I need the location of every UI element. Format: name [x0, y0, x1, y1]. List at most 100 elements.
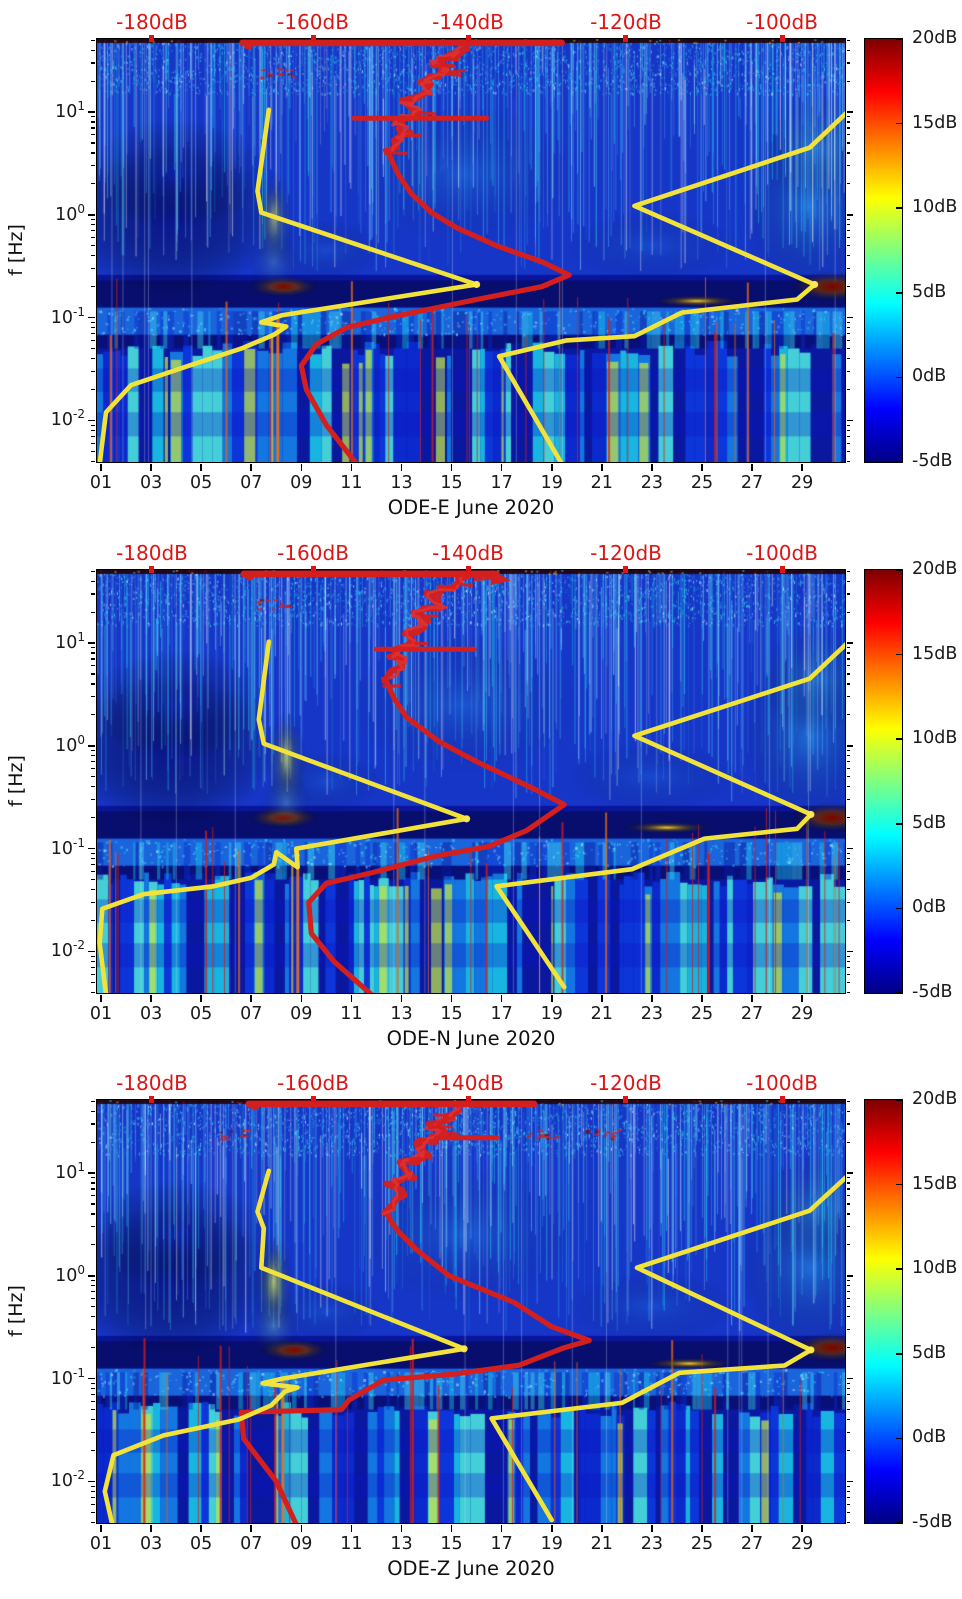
- y-minor-tick-right: [846, 1316, 850, 1318]
- y-minor-tick-left: [91, 1394, 95, 1396]
- y-minor-tick-left: [91, 1285, 95, 1287]
- top-axis-label: -120dB: [590, 10, 662, 34]
- y-minor-tick-right: [846, 450, 850, 452]
- x-tick-label: 23: [640, 473, 664, 493]
- colorbar-tick-label: 0dB: [912, 897, 947, 918]
- yellow-psd-right-curve: [488, 1174, 845, 1522]
- y-minor-tick-right: [846, 152, 850, 154]
- top-axis-tick: [310, 566, 316, 573]
- y-minor-tick-left: [91, 62, 95, 64]
- yellow-psd-left-curve: [97, 107, 479, 462]
- top-axis-tick: [623, 566, 629, 573]
- top-axis-label: -140dB: [432, 10, 504, 34]
- top-axis-label: -140dB: [432, 1071, 504, 1095]
- y-minor-tick-right: [846, 919, 850, 922]
- x-tick: [450, 1524, 453, 1532]
- x-tick-label: 27: [740, 473, 764, 493]
- y-tick-exponent: -1: [73, 835, 85, 850]
- y-minor-tick-right: [846, 429, 850, 431]
- x-tick: [500, 1524, 503, 1532]
- y-minor-tick-left: [91, 673, 95, 675]
- x-tick: [300, 463, 303, 471]
- y-minor-tick-right: [846, 230, 850, 232]
- y-minor-tick-left: [91, 1291, 95, 1293]
- x-tick: [350, 1524, 353, 1532]
- y-minor-tick-left: [91, 121, 95, 123]
- yellow-psd-right-curve: [493, 641, 845, 989]
- colorbar-tick-label: 15dB: [912, 1173, 958, 1194]
- yellow-curve-vertex-glow: [806, 810, 814, 818]
- y-minor-tick-right: [846, 165, 850, 167]
- top-axis-tick: [465, 566, 471, 573]
- y-minor-tick-right: [846, 593, 850, 595]
- y-minor-tick-left: [91, 1521, 95, 1523]
- y-minor-tick-left: [91, 348, 95, 350]
- y-minor-tick-right: [846, 358, 850, 360]
- x-tick: [250, 463, 253, 471]
- y-tick-exponent: -1: [73, 304, 85, 319]
- y-minor-tick-left: [91, 183, 95, 185]
- x-tick: [651, 463, 653, 471]
- y-minor-tick-left: [91, 1123, 95, 1125]
- colorbar-tick: [896, 38, 902, 40]
- y-major-tick-left: [88, 214, 95, 216]
- y-tick-base: 10: [55, 204, 78, 225]
- x-tick: [150, 463, 152, 471]
- colorbar-tick: [896, 653, 902, 656]
- colorbar-tick: [896, 1522, 902, 1524]
- top-axis-tick: [465, 1096, 471, 1103]
- colorbar-tick-label: 0dB: [912, 366, 947, 387]
- y-minor-tick-right: [846, 1382, 850, 1384]
- y-minor-tick-left: [91, 852, 95, 854]
- y-tick-label: 10-2: [25, 407, 85, 430]
- y-minor-tick-left: [91, 652, 95, 654]
- y-minor-tick-left: [91, 1449, 95, 1452]
- y-minor-tick-right: [846, 960, 850, 962]
- y-minor-tick-left: [91, 870, 95, 872]
- y-minor-tick-right: [846, 127, 850, 129]
- y-major-tick-left: [88, 642, 95, 644]
- red-scribble-curve: [380, 570, 472, 684]
- y-minor-tick-left: [91, 1400, 95, 1402]
- x-tick: [150, 994, 152, 1002]
- y-minor-tick-right: [846, 442, 850, 444]
- y-minor-tick-right: [846, 858, 850, 860]
- x-tick-label: 29: [790, 1004, 814, 1024]
- y-minor-tick-right: [846, 768, 850, 770]
- y-minor-tick-right: [846, 1182, 850, 1184]
- top-axis-tick: [779, 35, 785, 42]
- red-top-line-arrow: [490, 569, 511, 585]
- colorbar-tick-label: 5dB: [912, 812, 947, 833]
- y-major-tick-left: [88, 1172, 95, 1174]
- y-minor-tick-right: [846, 799, 850, 801]
- y-minor-tick-right: [846, 224, 850, 226]
- y-tick-label: 10-1: [25, 305, 85, 328]
- colorbar-tick-label: 20dB: [912, 1089, 958, 1109]
- y-minor-tick-right: [846, 49, 850, 51]
- y-minor-tick-right: [846, 1298, 850, 1300]
- colorbar-tick: [896, 207, 902, 209]
- y-minor-tick-left: [91, 116, 95, 118]
- red-scribble-offshoot: [448, 68, 466, 74]
- x-tick-label: 11: [340, 1534, 363, 1554]
- y-minor-tick-left: [91, 1306, 95, 1308]
- x-tick: [200, 463, 202, 471]
- y-minor-tick-left: [91, 879, 95, 881]
- colorbar-tick-label: 10dB: [912, 728, 958, 749]
- y-minor-tick-right: [846, 339, 850, 341]
- y-minor-tick-right: [846, 327, 850, 329]
- x-tick-label: 07: [240, 1004, 263, 1024]
- spectrogram-canvas: [96, 38, 845, 462]
- y-minor-tick-right: [846, 1394, 850, 1396]
- x-tick-label: 29: [790, 1534, 814, 1554]
- top-axis-tick: [149, 566, 155, 573]
- x-tick: [500, 463, 503, 471]
- y-major-tick-left: [88, 745, 95, 747]
- y-minor-tick-left: [91, 1188, 95, 1190]
- y-minor-tick-left: [91, 1100, 95, 1102]
- y-minor-tick-left: [91, 761, 95, 763]
- y-minor-tick-left: [91, 1177, 95, 1179]
- y-minor-tick-left: [91, 1195, 95, 1197]
- top-axis-tick: [623, 1096, 629, 1103]
- x-tick-label: 25: [690, 1534, 714, 1554]
